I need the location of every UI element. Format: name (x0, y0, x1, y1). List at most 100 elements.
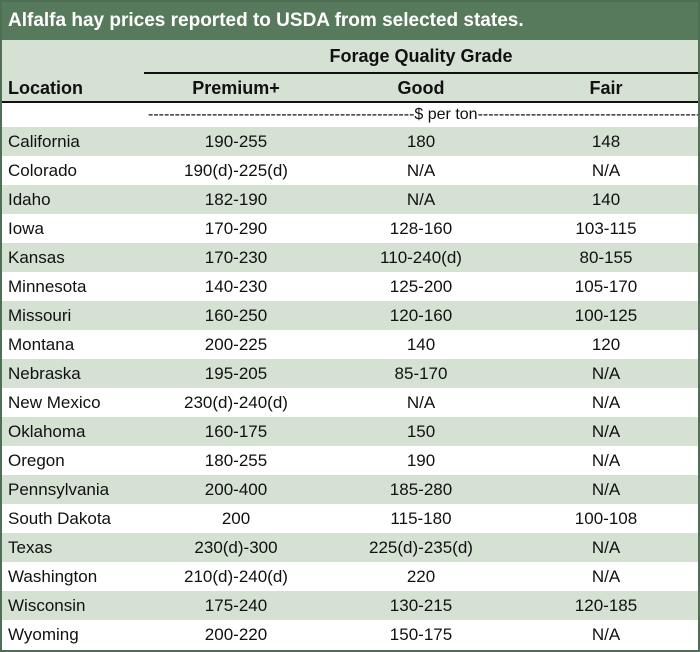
fair-cell: 100-108 (574, 509, 638, 528)
fair-cell: 100-125 (574, 306, 638, 325)
premium-cell: 175-240 (204, 596, 268, 615)
good-cell: 225(d)-235(d) (369, 538, 473, 557)
premium-cell: 160-250 (204, 306, 268, 325)
location-cell: Minnesota (8, 277, 87, 296)
good-cell: 150 (406, 422, 436, 441)
table-row: Nebraska 195-205 85-170 N/A (2, 359, 698, 388)
fair-cell: N/A (591, 625, 621, 644)
fair-cell: 80-155 (579, 248, 633, 267)
location-cell: Texas (8, 538, 53, 557)
premium-cell: 160-175 (204, 422, 268, 441)
good-cell: 110-240(d) (380, 248, 462, 267)
table-row: Pennsylvania 200-400 185-280 N/A (2, 475, 698, 504)
premium-cell: 200-400 (204, 480, 268, 499)
premium-cell: 180-255 (204, 451, 268, 470)
group-header-rule (144, 72, 698, 74)
premium-cell: 210(d)-240(d) (184, 567, 288, 586)
good-cell: N/A (406, 161, 436, 180)
good-cell: 190 (406, 451, 436, 470)
premium-cell: 190(d)-225(d) (184, 161, 288, 180)
good-cell: 220 (406, 567, 436, 586)
good-cell: 128-160 (389, 219, 453, 238)
table-row: Idaho 182-190 N/A 140 (2, 185, 698, 214)
premium-cell: 200-225 (204, 335, 268, 354)
premium-cell: 230(d)-240(d) (184, 393, 288, 412)
good-cell: 185-280 (389, 480, 453, 499)
fair-cell: N/A (591, 364, 621, 383)
group-header: Forage Quality Grade (329, 46, 513, 66)
location-cell: Oklahoma (8, 422, 86, 441)
fair-cell: N/A (591, 393, 621, 412)
premium-cell: 170-290 (204, 219, 268, 238)
location-cell: Oregon (8, 451, 65, 470)
good-cell: 115-180 (390, 509, 452, 528)
table-row: New Mexico 230(d)-240(d) N/A N/A (2, 388, 698, 417)
premium-cell: 200 (221, 509, 251, 528)
table-row: Oklahoma 160-175 150 N/A (2, 417, 698, 446)
fair-cell: 140 (591, 190, 621, 209)
table-row: Oregon 180-255 190 N/A (2, 446, 698, 475)
table-row: Missouri 160-250 120-160 100-125 (2, 301, 698, 330)
table-row: Washington 210(d)-240(d) 220 N/A (2, 562, 698, 591)
good-cell: 180 (406, 132, 436, 151)
table-title: Alfalfa hay prices reported to USDA from… (2, 2, 698, 40)
good-cell: N/A (406, 393, 436, 412)
location-cell: California (8, 132, 80, 151)
units-row: ----------------------------------------… (2, 101, 698, 127)
location-cell: Washington (8, 567, 98, 586)
location-cell: Nebraska (8, 364, 81, 383)
fair-cell: N/A (591, 480, 621, 499)
column-header-fair: Fair (589, 78, 623, 98)
table-row: Kansas 170-230 110-240(d) 80-155 (2, 243, 698, 272)
fair-cell: N/A (591, 567, 621, 586)
premium-cell: 140-230 (204, 277, 268, 296)
table-row: Texas 230(d)-300 225(d)-235(d) N/A (2, 533, 698, 562)
location-cell: New Mexico (8, 393, 101, 412)
fair-cell: N/A (591, 422, 621, 441)
location-cell: Colorado (8, 161, 77, 180)
premium-cell: 182-190 (204, 190, 268, 209)
premium-cell: 230(d)-300 (194, 538, 278, 557)
good-cell: 120-160 (389, 306, 453, 325)
fair-cell: N/A (591, 161, 621, 180)
good-cell: 130-215 (389, 596, 453, 615)
table-row: Minnesota 140-230 125-200 105-170 (2, 272, 698, 301)
location-cell: Montana (8, 335, 75, 354)
units-label: ----------------------------------------… (148, 106, 698, 123)
table-row: California 190-255 180 148 (2, 127, 698, 156)
column-header-location: Location (8, 78, 83, 98)
premium-cell: 195-205 (204, 364, 268, 383)
good-cell: N/A (406, 190, 436, 209)
good-cell: 140 (406, 335, 436, 354)
good-cell: 125-200 (389, 277, 453, 296)
fair-cell: 120 (591, 335, 621, 354)
table-header: Forage Quality Grade Location Premium+ G… (2, 40, 698, 101)
premium-cell: 170-230 (204, 248, 268, 267)
table-row: Wisconsin 175-240 130-215 120-185 (2, 591, 698, 620)
table-row: South Dakota 200 115-180 100-108 (2, 504, 698, 533)
fair-cell: N/A (591, 538, 621, 557)
location-cell: Wisconsin (8, 596, 86, 615)
fair-cell: N/A (591, 451, 621, 470)
fair-cell: 148 (591, 132, 621, 151)
premium-cell: 190-255 (204, 132, 268, 151)
location-cell: Kansas (8, 248, 65, 267)
good-cell: 85-170 (394, 364, 448, 383)
location-cell: Missouri (8, 306, 72, 325)
location-cell: Idaho (8, 190, 51, 209)
location-cell: Pennsylvania (8, 480, 110, 499)
fair-cell: 105-170 (574, 277, 638, 296)
table-row: Wyoming 200-220 150-175 N/A (2, 620, 698, 649)
fair-cell: 120-185 (574, 596, 638, 615)
fair-cell: 103-115 (575, 219, 637, 238)
location-cell: Iowa (8, 219, 44, 238)
location-cell: South Dakota (8, 509, 112, 528)
column-header-good: Good (397, 78, 445, 98)
location-cell: Wyoming (8, 625, 79, 644)
table-body: California 190-255 180 148 Colorado 190(d)-22… (2, 127, 698, 649)
table-row: Iowa 170-290 128-160 103-115 (2, 214, 698, 243)
table-row: Montana 200-225 140 120 (2, 330, 698, 359)
table-row: Colorado 190(d)-225(d) N/A N/A (2, 156, 698, 185)
column-header-premium: Premium+ (192, 78, 280, 98)
